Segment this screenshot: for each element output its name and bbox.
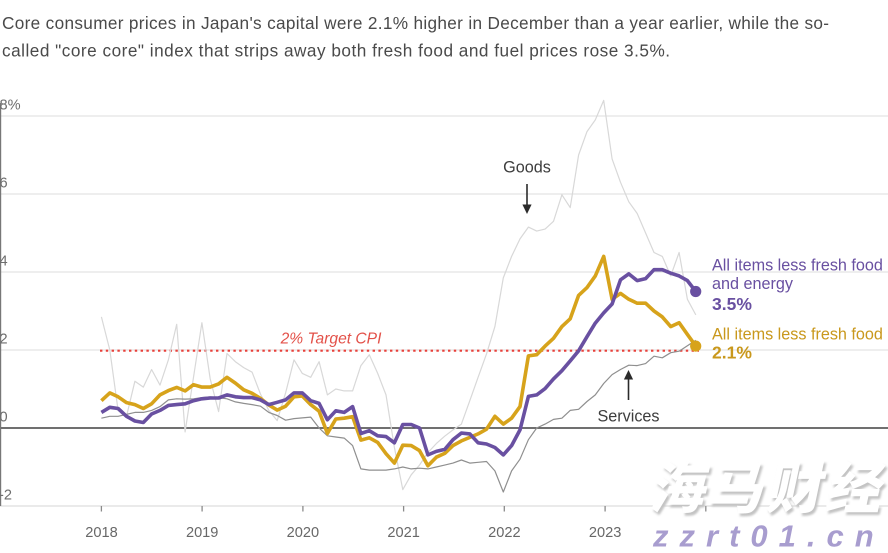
svg-text:2018: 2018 [85, 525, 117, 541]
svg-text:Goods: Goods [503, 159, 551, 177]
svg-text:2: 2 [0, 332, 8, 348]
svg-text:8%: 8% [0, 98, 21, 114]
svg-text:All items less fresh food: All items less fresh food [712, 326, 883, 344]
svg-text:Core consumer prices in Japan': Core consumer prices in Japan's capital … [2, 13, 829, 33]
svg-text:2020: 2020 [287, 525, 319, 541]
svg-text:called "core core" index that: called "core core" index that strips awa… [2, 41, 671, 61]
svg-text:2% Target CPI: 2% Target CPI [280, 331, 383, 348]
svg-text:and energy: and energy [712, 275, 794, 293]
svg-text:-2: -2 [0, 488, 12, 504]
svg-text:0: 0 [0, 410, 8, 426]
svg-text:3.5%: 3.5% [712, 294, 752, 314]
svg-text:2019: 2019 [186, 525, 218, 541]
svg-text:6: 6 [0, 176, 8, 192]
svg-text:2.1%: 2.1% [712, 343, 752, 363]
svg-text:2021: 2021 [387, 525, 419, 541]
svg-text:zzrt01.cn: zzrt01.cn [652, 519, 885, 553]
svg-text:Services: Services [597, 408, 659, 426]
svg-text:2022: 2022 [488, 525, 520, 541]
svg-text:2023: 2023 [589, 525, 621, 541]
svg-text:4: 4 [0, 254, 8, 270]
svg-text:All items less fresh food: All items less fresh food [712, 257, 883, 275]
